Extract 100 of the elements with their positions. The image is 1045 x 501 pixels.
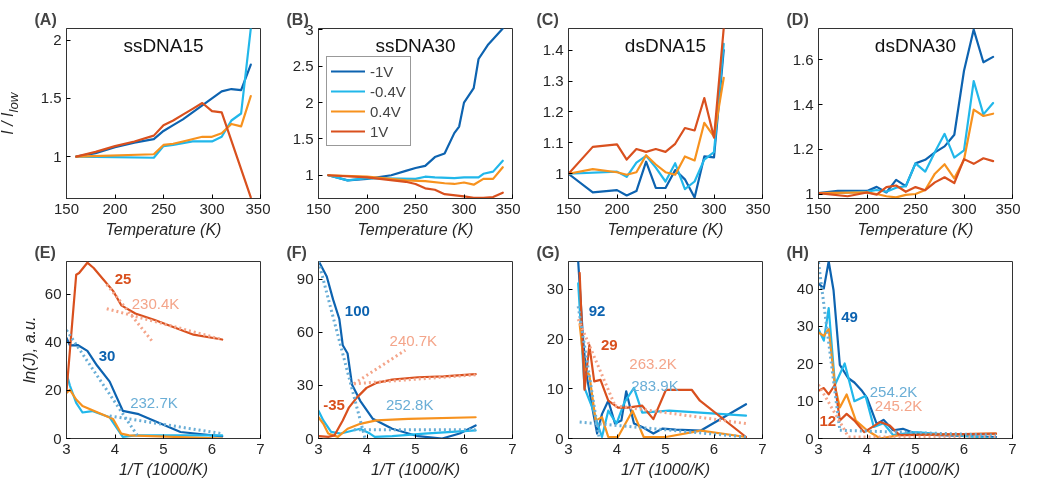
x-tick-label: 5 — [911, 439, 920, 457]
y-tick-label: 30 — [296, 376, 314, 394]
x-tick-label: 7 — [1008, 439, 1017, 457]
annotation: 283.9K — [631, 377, 679, 395]
x-tick-label: 350 — [745, 199, 771, 217]
y-tick-label: 1.3 — [542, 72, 564, 90]
y-tick-label: 90 — [296, 270, 314, 288]
y-axis-title: ln(J), a.u. — [20, 316, 38, 384]
x-axis-title: 1/T (1000/K) — [621, 460, 710, 478]
chart-subtitle: dsDNA30 — [874, 34, 957, 56]
x-tick-label: 7 — [256, 439, 265, 457]
x-tick-label: 200 — [354, 199, 380, 217]
annotation: 49 — [841, 308, 858, 326]
y-tick-label: 0 — [555, 429, 564, 447]
y-tick-label: 10 — [546, 379, 564, 397]
y-tick-label: 0 — [805, 429, 814, 447]
x-tick-label: 350 — [995, 199, 1021, 217]
y-tick-label: 2 — [305, 93, 314, 111]
x-tick-label: 350 — [245, 199, 271, 217]
y-tick-label: 1.2 — [792, 140, 814, 158]
chart-subtitle: dsDNA15 — [624, 34, 707, 56]
x-axis-title: 1/T (1000/K) — [119, 460, 208, 478]
annotation: 240.7K — [389, 331, 438, 349]
x-tick-label: 5 — [411, 439, 420, 457]
annotation: 25 — [114, 269, 132, 287]
annotation: 12 — [819, 411, 837, 429]
annotation: 100 — [344, 302, 370, 320]
x-tick-label: 6 — [459, 439, 469, 457]
x-tick-label: 250 — [652, 199, 679, 217]
y-tick-label: 1.4 — [792, 95, 814, 113]
legend-label: -1V — [370, 61, 394, 81]
chart-subtitle: ssDNA30 — [375, 34, 456, 56]
x-tick-label: 7 — [508, 439, 517, 457]
chart-title: (F) — [286, 243, 307, 261]
y-tick-label: 1 — [53, 147, 62, 165]
x-axis-title: Temperature (K) — [607, 220, 724, 238]
chart-title: (H) — [786, 243, 809, 261]
annotation: 263.2K — [629, 355, 677, 373]
legend-label: 1V — [370, 121, 390, 141]
x-tick-label: 250 — [402, 199, 429, 217]
chart-title: (C) — [536, 10, 559, 28]
y-tick-label: 30 — [796, 317, 814, 335]
x-tick-label: 4 — [862, 439, 872, 457]
chart-subtitle: ssDNA15 — [123, 34, 204, 56]
annotation: 230.4K — [131, 294, 180, 312]
y-tick-label: 20 — [796, 354, 814, 372]
x-tick-label: 300 — [199, 199, 225, 217]
x-tick-label: 350 — [495, 199, 521, 217]
y-tick-label: 60 — [44, 285, 62, 303]
y-tick-label: 40 — [44, 333, 62, 351]
x-tick-label: 5 — [159, 439, 168, 457]
chart-title: (D) — [786, 10, 809, 28]
annotation: 92 — [588, 302, 606, 320]
x-axis-title: 1/T (1000/K) — [371, 460, 460, 478]
x-axis-title: Temperature (K) — [105, 220, 222, 238]
x-tick-label: 300 — [701, 199, 727, 217]
x-axis-title: 1/T (1000/K) — [871, 460, 960, 478]
y-tick-label: 2 — [53, 31, 62, 49]
y-tick-label: 2.5 — [292, 57, 314, 75]
x-tick-label: 150 — [305, 199, 332, 217]
y-tick-label: 1.1 — [542, 133, 564, 151]
annotation: 29 — [601, 336, 618, 354]
y-tick-label: 1 — [555, 164, 564, 182]
x-axis-title: Temperature (K) — [357, 220, 474, 238]
x-tick-label: 250 — [902, 199, 929, 217]
y-tick-label: 0 — [305, 429, 314, 447]
y-tick-label: 1.5 — [292, 129, 314, 147]
x-tick-label: 150 — [53, 199, 80, 217]
annotation: 252.8K — [385, 396, 434, 414]
chart-title: (G) — [536, 243, 560, 261]
y-tick-label: 30 — [546, 280, 564, 298]
chart-title: (E) — [34, 243, 56, 261]
y-tick-label: 60 — [296, 323, 314, 341]
y-tick-label: 1 — [305, 166, 314, 184]
x-tick-label: 6 — [709, 439, 719, 457]
y-tick-label: 0 — [53, 429, 62, 447]
x-tick-label: 4 — [612, 439, 622, 457]
y-tick-label: 10 — [796, 392, 814, 410]
annotation: -35 — [323, 396, 345, 414]
y-tick-label: 1.4 — [542, 41, 564, 59]
x-tick-label: 4 — [362, 439, 372, 457]
x-tick-label: 4 — [110, 439, 120, 457]
y-tick-label: 20 — [546, 330, 564, 348]
x-tick-label: 200 — [854, 199, 880, 217]
x-tick-label: 6 — [959, 439, 969, 457]
y-tick-label: 40 — [796, 280, 814, 298]
x-tick-label: 200 — [102, 199, 128, 217]
x-tick-label: 300 — [451, 199, 477, 217]
x-tick-label: 300 — [951, 199, 977, 217]
x-axis-title: Temperature (K) — [857, 220, 974, 238]
x-tick-label: 5 — [661, 439, 670, 457]
x-tick-label: 250 — [150, 199, 177, 217]
y-tick-label: 1.2 — [542, 102, 564, 120]
x-tick-label: 200 — [604, 199, 630, 217]
x-tick-label: 150 — [555, 199, 582, 217]
y-tick-label: 1.6 — [792, 50, 814, 68]
x-tick-label: 6 — [207, 439, 217, 457]
x-tick-label: 7 — [758, 439, 767, 457]
annotation: 30 — [98, 346, 116, 364]
chart-title: (A) — [34, 10, 57, 28]
